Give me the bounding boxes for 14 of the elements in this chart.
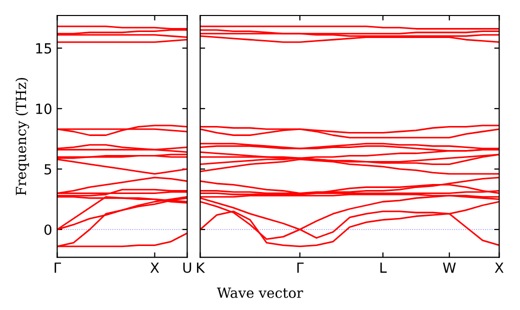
x-axis-title: Wave vector <box>216 288 304 298</box>
y-tick-label: 10 <box>36 104 52 114</box>
y-axis-title: Frequency (THz) <box>15 78 30 196</box>
y-tick-label: 5 <box>44 164 52 175</box>
x-tick-label: X <box>494 262 504 273</box>
x-tick-label: K <box>197 262 206 273</box>
x-tick-label: L <box>380 262 387 273</box>
x-tick-label: W <box>442 262 456 273</box>
x-tick-label: U <box>183 262 192 273</box>
y-tick-label: 15 <box>36 43 52 54</box>
x-tick-label: Γ <box>297 262 304 273</box>
x-tick-label: X <box>150 262 160 273</box>
y-tick-label: 0 <box>44 224 52 235</box>
x-tick-label: Γ <box>54 262 61 273</box>
